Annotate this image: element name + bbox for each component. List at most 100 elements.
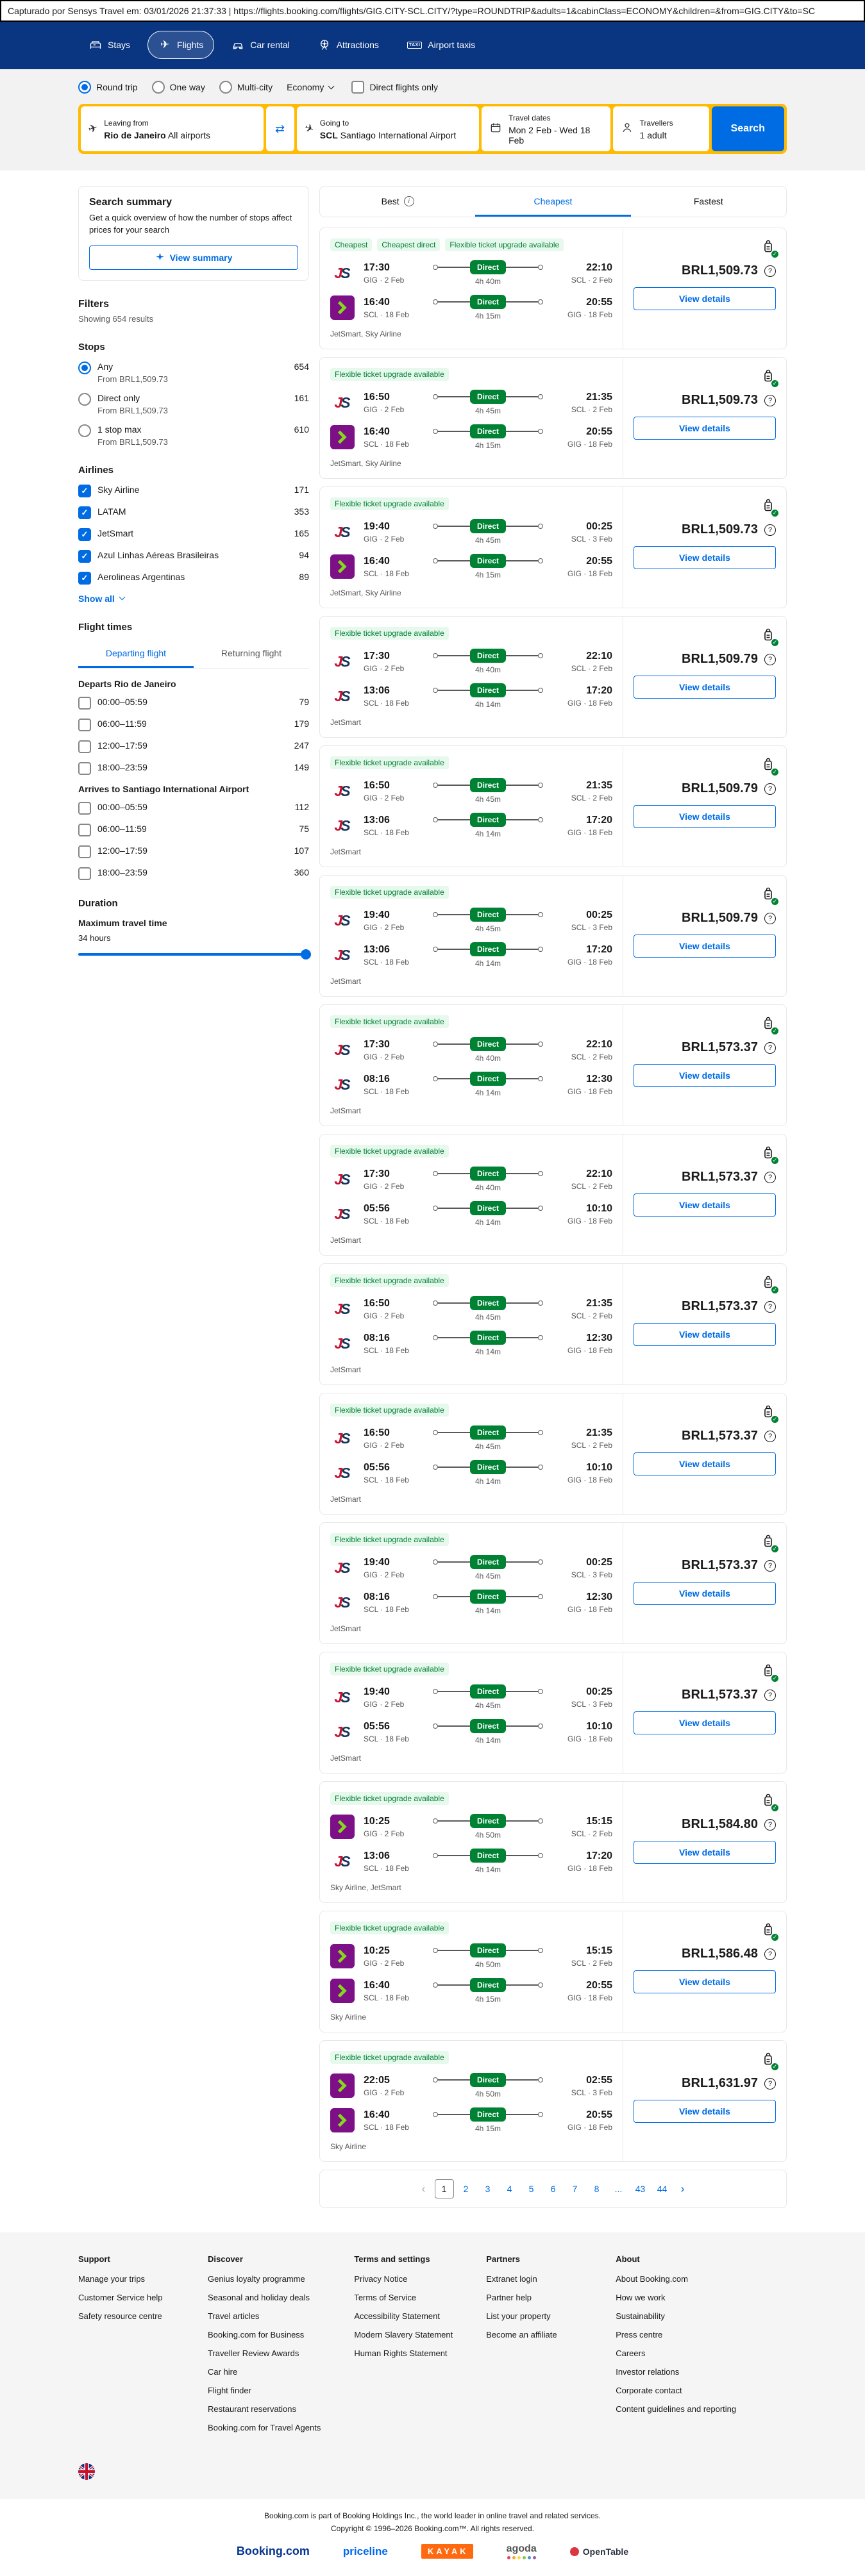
footer-link[interactable]: Corporate contact — [616, 2386, 682, 2395]
time-range-option[interactable]: 18:00–23:59 360 — [78, 867, 309, 880]
sort-tab[interactable]: Best — [320, 187, 475, 217]
footer-link[interactable]: Sustainability — [616, 2311, 665, 2321]
page-number[interactable]: 5 — [528, 2184, 534, 2194]
airline-option[interactable]: LATAM 353 — [78, 506, 309, 519]
duration-slider[interactable] — [78, 949, 311, 960]
price-info-icon[interactable] — [764, 912, 776, 924]
footer-link[interactable]: Flight finder — [208, 2386, 251, 2395]
time-range-option[interactable]: 18:00–23:59 149 — [78, 761, 309, 775]
price-info-icon[interactable] — [764, 783, 776, 795]
slider-handle[interactable] — [301, 949, 311, 960]
page-number[interactable]: 1 — [434, 2179, 454, 2198]
nav-item-stays[interactable]: Stays — [78, 31, 141, 59]
stops-option[interactable]: 1 stop max From BRL1,509.73 610 — [78, 424, 309, 447]
info-icon[interactable] — [403, 196, 414, 206]
view-details-button[interactable]: View details — [634, 1452, 776, 1475]
page-number[interactable]: ... — [614, 2184, 623, 2194]
view-details-button[interactable]: View details — [634, 935, 776, 958]
sort-tab[interactable]: Fastest — [631, 187, 786, 217]
footer-link[interactable]: Manage your trips — [78, 2274, 146, 2284]
view-details-button[interactable]: View details — [634, 417, 776, 440]
footer-link[interactable]: Travel articles — [208, 2311, 260, 2321]
airline-option[interactable]: Sky Airline 171 — [78, 484, 309, 497]
footer-link[interactable]: About Booking.com — [616, 2274, 688, 2284]
footer-link[interactable]: Car hire — [208, 2367, 238, 2377]
time-range-option[interactable]: 12:00–17:59 107 — [78, 845, 309, 858]
travellers-field[interactable]: Travellers 1 adult — [612, 106, 709, 151]
view-details-button[interactable]: View details — [634, 1323, 776, 1346]
stops-option[interactable]: Any From BRL1,509.73 654 — [78, 361, 309, 384]
price-info-icon[interactable] — [764, 1559, 776, 1572]
footer-link[interactable]: Booking.com for Business — [208, 2330, 305, 2339]
view-details-button[interactable]: View details — [634, 1970, 776, 1993]
nav-item-attractions[interactable]: Attractions — [307, 31, 390, 59]
trip-type-radio[interactable]: One way — [151, 81, 205, 94]
agoda-logo[interactable]: agoda — [507, 2543, 537, 2559]
language-flag-button[interactable] — [78, 2463, 95, 2480]
time-range-option[interactable]: 00:00–05:59 79 — [78, 696, 309, 710]
page-number[interactable]: 2 — [463, 2184, 469, 2194]
footer-link[interactable]: Genius loyalty programme — [208, 2274, 305, 2284]
direct-flights-checkbox[interactable]: Direct flights only — [351, 81, 438, 94]
time-range-option[interactable]: 12:00–17:59 247 — [78, 740, 309, 753]
footer-link[interactable]: Terms of Service — [354, 2293, 417, 2302]
price-info-icon[interactable] — [764, 2077, 776, 2090]
page-number[interactable]: 7 — [572, 2184, 578, 2194]
footer-link[interactable]: Extranet login — [486, 2274, 537, 2284]
footer-link[interactable]: Accessibility Statement — [354, 2311, 440, 2321]
time-range-option[interactable]: 00:00–05:59 112 — [78, 801, 309, 815]
swap-airports-button[interactable]: ⇄ — [265, 106, 294, 151]
time-range-option[interactable]: 06:00–11:59 75 — [78, 823, 309, 836]
trip-type-radio[interactable]: Round trip — [78, 81, 138, 94]
sort-tab[interactable]: Cheapest — [475, 187, 631, 217]
stops-option[interactable]: Direct only From BRL1,509.73 161 — [78, 392, 309, 415]
going-to-field[interactable]: ✈ Going to SCL Santiago International Ai… — [296, 106, 480, 151]
page-number[interactable]: 8 — [594, 2184, 600, 2194]
footer-link[interactable]: Traveller Review Awards — [208, 2348, 299, 2358]
price-info-icon[interactable] — [764, 1948, 776, 1960]
footer-link[interactable]: Partner help — [486, 2293, 532, 2302]
travel-dates-field[interactable]: Travel dates Mon 2 Feb - Wed 18 Feb — [482, 106, 610, 151]
show-all-airlines-link[interactable]: Show all — [78, 594, 309, 604]
priceline-logo[interactable]: priceline — [342, 2545, 388, 2557]
footer-link[interactable]: Booking.com for Travel Agents — [208, 2423, 321, 2432]
airline-option[interactable]: Azul Linhas Aéreas Brasileiras 94 — [78, 549, 309, 563]
footer-link[interactable]: Content guidelines and reporting — [616, 2404, 737, 2414]
footer-link[interactable]: Modern Slavery Statement — [354, 2330, 453, 2339]
nav-item-flights[interactable]: ✈ Flights — [147, 31, 215, 59]
view-details-button[interactable]: View details — [634, 1711, 776, 1734]
page-number[interactable]: 3 — [485, 2184, 491, 2194]
view-details-button[interactable]: View details — [634, 546, 776, 569]
nav-item-airport-taxis[interactable]: Airport taxis — [396, 32, 486, 58]
footer-link[interactable]: Customer Service help — [78, 2293, 163, 2302]
airline-option[interactable]: Aerolineas Argentinas 89 — [78, 571, 309, 585]
footer-link[interactable]: Restaurant reservations — [208, 2404, 297, 2414]
footer-link[interactable]: Careers — [616, 2348, 646, 2358]
view-details-button[interactable]: View details — [634, 287, 776, 310]
trip-type-radio[interactable]: Multi-city — [219, 81, 273, 94]
page-number[interactable]: 6 — [550, 2184, 556, 2194]
price-info-icon[interactable] — [764, 1818, 776, 1831]
price-info-icon[interactable] — [764, 265, 776, 277]
time-range-option[interactable]: 06:00–11:59 179 — [78, 718, 309, 731]
view-details-button[interactable]: View details — [634, 1582, 776, 1605]
price-info-icon[interactable] — [764, 1042, 776, 1054]
price-info-icon[interactable] — [764, 524, 776, 536]
airline-option[interactable]: JetSmart 165 — [78, 528, 309, 541]
footer-link[interactable]: Investor relations — [616, 2367, 680, 2377]
price-info-icon[interactable] — [764, 394, 776, 406]
booking-logo[interactable]: Booking.com — [236, 2545, 310, 2557]
footer-link[interactable]: Seasonal and holiday deals — [208, 2293, 310, 2302]
view-details-button[interactable]: View details — [634, 1841, 776, 1864]
price-info-icon[interactable] — [764, 1171, 776, 1183]
next-page-button[interactable]: › — [680, 2182, 685, 2195]
footer-link[interactable]: Safety resource centre — [78, 2311, 162, 2321]
footer-link[interactable]: Become an affiliate — [486, 2330, 557, 2339]
cabin-class-select[interactable]: Economy — [287, 82, 335, 92]
opentable-logo[interactable]: OpenTable — [569, 2547, 628, 2557]
nav-item-car-rental[interactable]: Car rental — [221, 31, 300, 59]
price-info-icon[interactable] — [764, 1430, 776, 1442]
price-info-icon[interactable] — [764, 1300, 776, 1313]
price-info-icon[interactable] — [764, 653, 776, 665]
flight-times-tab[interactable]: Returning flight — [221, 647, 282, 658]
